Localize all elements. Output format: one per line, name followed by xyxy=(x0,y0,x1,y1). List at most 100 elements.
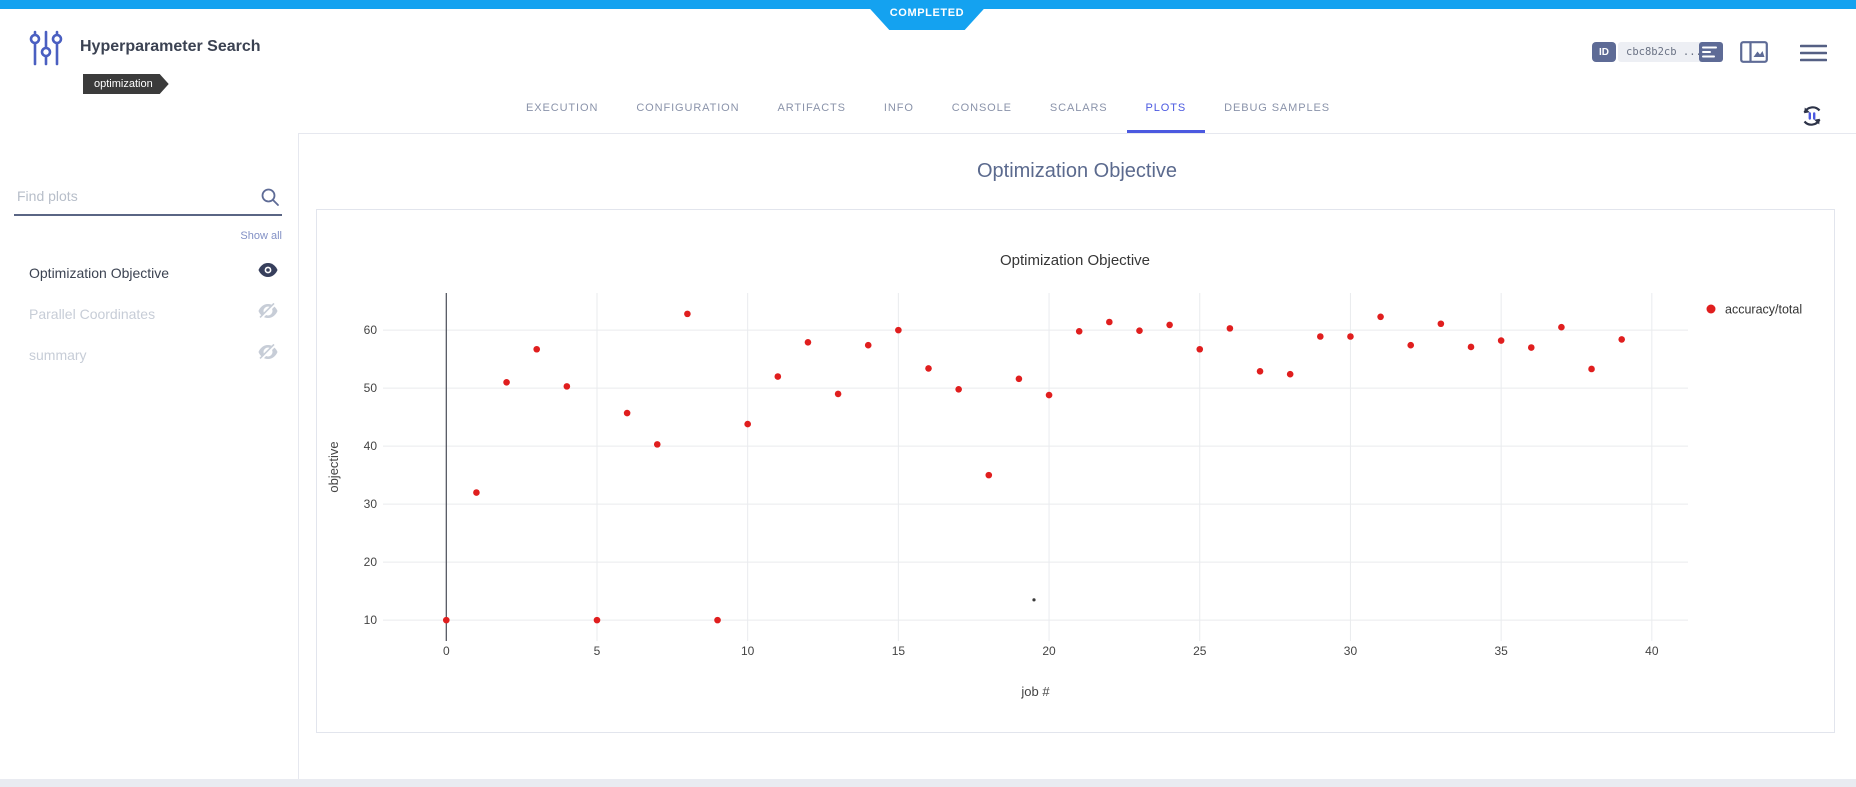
x-tick-label: 40 xyxy=(1645,644,1659,658)
y-tick-label: 20 xyxy=(364,555,378,569)
y-axis-title: objective xyxy=(326,441,341,492)
tab-artifacts[interactable]: ARTIFACTS xyxy=(777,102,846,114)
legend-marker-icon[interactable] xyxy=(1706,304,1716,314)
data-point[interactable] xyxy=(1407,341,1415,349)
data-point[interactable] xyxy=(593,616,601,624)
data-point[interactable] xyxy=(1166,321,1173,329)
x-tick-label: 15 xyxy=(892,644,906,658)
data-point[interactable] xyxy=(895,326,902,334)
tab-scalars[interactable]: SCALARS xyxy=(1049,102,1108,114)
data-point[interactable] xyxy=(1618,336,1625,343)
tab-configuration[interactable]: CONFIGURATION xyxy=(636,102,740,114)
data-point[interactable] xyxy=(804,339,812,346)
id-badge: ID xyxy=(1592,42,1616,62)
plot-item-label: Parallel Coordinates xyxy=(29,305,156,322)
tab-plots[interactable]: PLOTS xyxy=(1126,86,1206,133)
search-input[interactable] xyxy=(14,182,257,210)
tab-execution[interactable]: EXECUTION xyxy=(526,102,599,114)
chart-title: Optimization Objective xyxy=(1000,252,1150,269)
find-plots-search xyxy=(14,182,282,216)
x-tick-label: 0 xyxy=(443,644,450,658)
status-badge: COMPLETED xyxy=(862,0,992,30)
y-tick-label: 40 xyxy=(364,439,378,453)
plot-list-item[interactable]: Optimization Objective xyxy=(0,252,298,293)
plot-item-label: Optimization Objective xyxy=(29,264,170,281)
data-point[interactable] xyxy=(1136,327,1143,334)
columns-view-icon[interactable] xyxy=(1740,41,1768,63)
data-point[interactable] xyxy=(864,341,872,349)
legend-label[interactable]: accuracy/total xyxy=(1725,303,1802,317)
data-point[interactable] xyxy=(473,489,480,496)
search-icon xyxy=(260,187,280,212)
y-tick-label: 30 xyxy=(364,497,378,511)
data-point[interactable] xyxy=(684,310,691,318)
sidebar-divider xyxy=(298,134,299,787)
objective-scatter-chart[interactable]: 0 5 10 15 20 25 30 35 40 10 20 30 40 50 60 job # objecti… xyxy=(317,210,1834,732)
data-point[interactable] xyxy=(503,379,510,386)
bottom-scroll-strip xyxy=(0,779,1856,787)
data-point[interactable] xyxy=(653,441,661,448)
x-axis-title: job # xyxy=(1020,684,1050,699)
data-point[interactable] xyxy=(1558,323,1565,331)
data-point[interactable] xyxy=(563,383,571,390)
x-tick-label: 35 xyxy=(1494,644,1508,658)
experiment-id-value[interactable]: cbc8b2cb ... xyxy=(1618,42,1710,62)
plot-list: Optimization Objective Parallel Coordinat… xyxy=(0,252,298,375)
data-point[interactable] xyxy=(1437,320,1445,328)
data-point[interactable] xyxy=(1196,345,1204,353)
data-point[interactable] xyxy=(1588,365,1595,373)
data-point[interactable] xyxy=(1347,333,1354,340)
data-point[interactable] xyxy=(1106,318,1113,326)
sliders-icon xyxy=(28,28,64,73)
data-point[interactable] xyxy=(714,616,721,624)
data-point[interactable] xyxy=(1226,325,1234,332)
data-point[interactable] xyxy=(1286,370,1294,378)
auto-refresh-toggle[interactable] xyxy=(1798,102,1826,130)
eye-off-icon[interactable] xyxy=(258,302,278,324)
plot-card: 0 5 10 15 20 25 30 35 40 10 20 30 40 50 60 job # objecti… xyxy=(316,209,1835,733)
x-tick-label: 30 xyxy=(1344,644,1358,658)
experiment-title: Hyperparameter Search xyxy=(80,38,261,55)
data-point[interactable] xyxy=(1045,391,1053,399)
eye-off-icon[interactable] xyxy=(258,343,278,365)
data-point[interactable] xyxy=(925,365,932,372)
data-point[interactable] xyxy=(1467,343,1475,351)
content-top-border xyxy=(298,133,1856,134)
data-point[interactable] xyxy=(834,390,842,398)
data-point[interactable] xyxy=(1075,327,1083,335)
data-point[interactable] xyxy=(442,616,450,624)
y-tick-label: 10 xyxy=(364,613,378,627)
data-point[interactable] xyxy=(533,345,541,353)
data-point[interactable] xyxy=(1015,375,1023,383)
data-point[interactable] xyxy=(623,409,631,417)
stray-point xyxy=(1032,598,1036,602)
x-tick-label: 10 xyxy=(741,644,755,658)
x-tick-label: 5 xyxy=(594,644,601,658)
data-point[interactable] xyxy=(1317,333,1324,340)
data-point[interactable] xyxy=(1527,344,1535,351)
show-all-link[interactable]: Show all xyxy=(240,230,282,242)
tab-console[interactable]: CONSOLE xyxy=(951,102,1012,114)
eye-icon[interactable] xyxy=(258,262,278,283)
data-point[interactable] xyxy=(985,471,993,479)
data-point[interactable] xyxy=(955,385,962,393)
tab-debug-samples[interactable]: DEBUG SAMPLES xyxy=(1224,102,1330,114)
hamburger-menu-icon[interactable] xyxy=(1799,44,1828,66)
experiment-tag[interactable]: optimization xyxy=(83,74,169,94)
data-point[interactable] xyxy=(1377,313,1384,321)
plot-item-label: summary xyxy=(29,346,87,363)
data-point[interactable] xyxy=(744,420,751,428)
plot-list-item[interactable]: Parallel Coordinates xyxy=(0,293,298,334)
tab-info[interactable]: INFO xyxy=(883,102,914,114)
y-tick-label: 50 xyxy=(364,381,378,395)
x-tick-label: 20 xyxy=(1042,644,1056,658)
details-list-icon[interactable] xyxy=(1698,41,1724,63)
data-point[interactable] xyxy=(774,373,782,380)
y-tick-label: 60 xyxy=(364,323,378,337)
x-tick-label: 25 xyxy=(1193,644,1207,658)
plot-section-title: Optimization Objective xyxy=(976,160,1178,182)
plot-list-item[interactable]: summary xyxy=(0,334,298,375)
status-label: COMPLETED xyxy=(889,7,965,19)
data-point[interactable] xyxy=(1256,368,1264,375)
data-point[interactable] xyxy=(1497,337,1505,344)
